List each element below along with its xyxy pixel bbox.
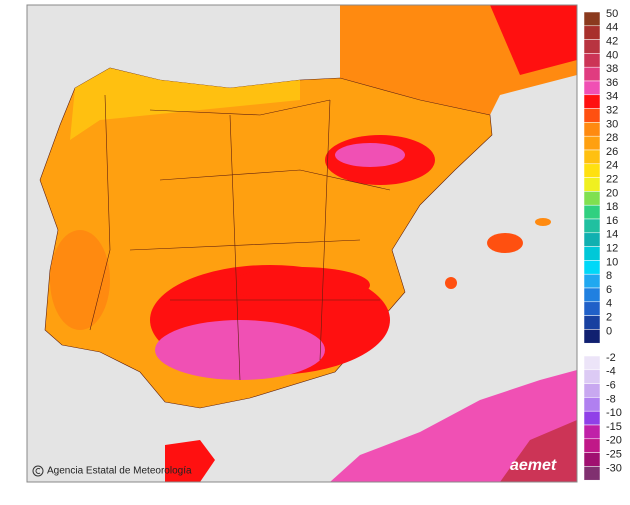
legend-label: -6 bbox=[606, 380, 616, 392]
legend-swatch bbox=[583, 273, 601, 289]
legend-label: 16 bbox=[606, 215, 618, 227]
ebro-pink bbox=[335, 143, 405, 167]
legend-swatch bbox=[583, 25, 601, 40]
portugal-orange bbox=[50, 230, 110, 330]
legend-swatch bbox=[583, 287, 601, 303]
legend-swatch bbox=[583, 329, 601, 344]
legend-swatch bbox=[583, 135, 601, 151]
legend-label: -30 bbox=[606, 462, 622, 474]
legend-label: 32 bbox=[606, 105, 618, 117]
legend-label: 26 bbox=[606, 146, 618, 158]
legend-label: 42 bbox=[606, 36, 618, 48]
legend-label: 6 bbox=[606, 284, 612, 296]
legend-label: 50 bbox=[606, 8, 618, 20]
mallorca bbox=[487, 233, 523, 253]
legend-label: -2 bbox=[606, 352, 616, 364]
legend-swatch bbox=[583, 122, 601, 137]
legend-swatch bbox=[583, 301, 601, 316]
legend-label: -10 bbox=[606, 407, 622, 419]
legend-label: 34 bbox=[606, 91, 618, 103]
copyright-icon bbox=[32, 465, 44, 477]
legend-label: 8 bbox=[606, 270, 612, 282]
logo: aemet bbox=[510, 457, 557, 474]
legend-label: -25 bbox=[606, 449, 622, 461]
legend-label: 12 bbox=[606, 243, 618, 255]
legend-label: -20 bbox=[606, 435, 622, 447]
legend-label: -15 bbox=[606, 421, 622, 433]
legend-swatch bbox=[583, 260, 601, 275]
mancha-hot bbox=[230, 267, 370, 303]
legend-label: 0 bbox=[606, 325, 612, 337]
legend-swatch bbox=[583, 466, 601, 481]
legend-label: 44 bbox=[606, 22, 618, 34]
legend-swatch bbox=[583, 369, 601, 384]
legend-swatch bbox=[583, 355, 601, 371]
morocco-tip bbox=[165, 440, 215, 482]
legend-swatch bbox=[583, 53, 601, 68]
legend-swatch bbox=[583, 177, 601, 192]
legend-swatch bbox=[583, 149, 601, 165]
menorca bbox=[535, 218, 551, 226]
legend-label: 10 bbox=[606, 256, 618, 268]
africa-dark bbox=[500, 420, 577, 482]
legend-swatch bbox=[583, 315, 601, 330]
south-pink bbox=[155, 320, 325, 380]
borders bbox=[89, 94, 391, 381]
legend-label: 28 bbox=[606, 132, 618, 144]
legend-swatch bbox=[583, 66, 601, 82]
legend-label: 20 bbox=[606, 187, 618, 199]
legend-swatch bbox=[583, 163, 601, 178]
france-hot bbox=[490, 5, 577, 75]
map bbox=[27, 5, 577, 482]
copyright-c bbox=[35, 468, 41, 474]
legend-label: 14 bbox=[606, 229, 618, 241]
legend-label: 36 bbox=[606, 77, 618, 89]
legend-swatch bbox=[583, 80, 601, 96]
legend-swatch bbox=[583, 452, 601, 467]
legend-swatch bbox=[583, 218, 601, 234]
credit: Agencia Estatal de Meteorología bbox=[47, 466, 192, 477]
legend-swatch bbox=[583, 204, 601, 220]
legend-label: 4 bbox=[606, 298, 612, 310]
legend-label: 40 bbox=[606, 49, 618, 61]
legend-swatch bbox=[583, 191, 601, 206]
legend-swatch bbox=[583, 410, 601, 426]
legend-label: 38 bbox=[606, 63, 618, 75]
map-frame bbox=[26, 4, 578, 483]
legend-swatch bbox=[583, 39, 601, 54]
legend-label: 2 bbox=[606, 312, 612, 324]
legend-label: 30 bbox=[606, 118, 618, 130]
legend-swatch bbox=[583, 108, 601, 123]
legend-swatch bbox=[583, 397, 601, 412]
ibiza bbox=[445, 277, 457, 289]
legend-label: 22 bbox=[606, 174, 618, 186]
legend-label: 18 bbox=[606, 201, 618, 213]
legend-swatch bbox=[583, 232, 601, 247]
legend-swatch bbox=[583, 94, 601, 109]
africa bbox=[330, 370, 577, 482]
legend-swatch bbox=[583, 383, 601, 398]
legend-label: -4 bbox=[606, 366, 616, 378]
north-green bbox=[70, 68, 300, 140]
legend-label: 24 bbox=[606, 160, 618, 172]
legend-swatch bbox=[583, 424, 601, 440]
legend-swatch bbox=[583, 11, 601, 27]
legend-label: -8 bbox=[606, 393, 616, 405]
legend-swatch bbox=[583, 438, 601, 453]
legend-swatch bbox=[583, 246, 601, 261]
